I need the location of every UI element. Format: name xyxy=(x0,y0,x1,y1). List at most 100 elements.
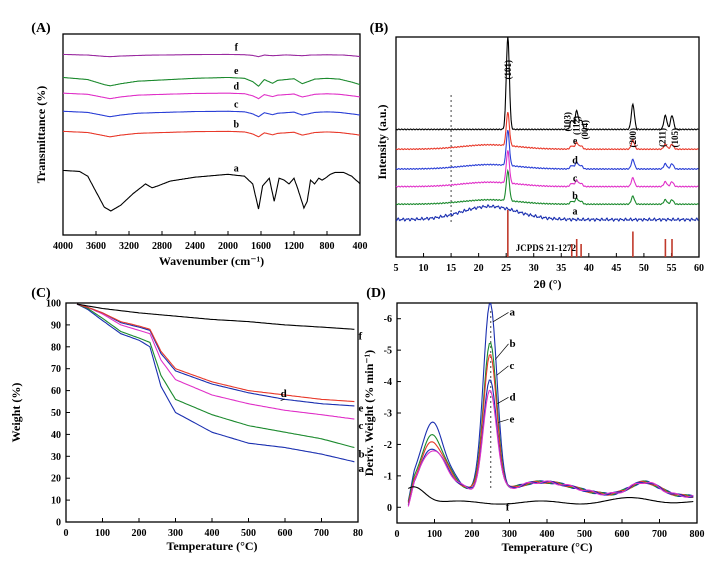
panel-c-series-e xyxy=(76,303,355,403)
panel-d-series-label-e: e xyxy=(510,413,515,425)
panel-b-series-label-c: c xyxy=(573,173,578,184)
panel-c-x-tick-label: 300 xyxy=(168,528,183,539)
panel-b-x-tick-label: 60 xyxy=(694,263,704,274)
panel-d-label-pointer-d xyxy=(497,396,509,404)
panel-a-series-c xyxy=(62,110,361,118)
panel-d-y-tick-label: -5 xyxy=(384,346,392,357)
panel-c-y-tick-label: 80 xyxy=(51,342,61,353)
panel-d-x-tick-label: 0 xyxy=(395,529,400,540)
panel-c-series-d xyxy=(76,303,355,407)
panel-b-peak-label: (211) xyxy=(657,128,667,147)
panel-c-series-label-c: c xyxy=(359,420,364,432)
panel-b-series-d xyxy=(395,129,699,171)
panel-d-y-tick-label: -2 xyxy=(384,440,392,451)
panel-d-y-tick-label: -3 xyxy=(384,409,392,420)
panel-a-series-label-e: e xyxy=(234,66,239,77)
panel-d-series-label-d: d xyxy=(510,391,516,403)
panel-b-peak-label: (200) xyxy=(628,128,638,148)
panel-c-y-tick-label: 10 xyxy=(51,496,61,507)
panel-c-y-axis-label: Weight (%) xyxy=(9,383,23,443)
panel-c-x-tick-label: 700 xyxy=(314,528,329,539)
panel-a-x-tick-label: 2800 xyxy=(152,241,172,252)
panel-b-series-b xyxy=(395,168,699,206)
panel-a-x-tick-label: 2000 xyxy=(218,241,238,252)
panel-d-x-tick-label: 300 xyxy=(502,529,517,540)
panel-d-series-label-a: a xyxy=(510,306,516,318)
panel-c-frame xyxy=(65,302,359,523)
panel-c-label: (C) xyxy=(31,286,51,301)
panel-b-series-label-a: a xyxy=(573,206,578,217)
panel-c-series-label-e: e xyxy=(359,403,364,415)
panel-d-series-d xyxy=(407,379,694,506)
panel-d-x-tick-label: 100 xyxy=(427,529,442,540)
panel-a-series-b xyxy=(62,130,361,138)
panel-b-series-label-e: e xyxy=(573,136,578,147)
panel-d-series-e xyxy=(407,389,694,507)
panel-a-x-tick-label: 1600 xyxy=(251,241,271,252)
panel-c-x-tick-label: 0 xyxy=(64,528,69,539)
panel-d-series-label-b: b xyxy=(510,338,516,350)
panel-c-annotation: d xyxy=(281,388,287,400)
panel-a-y-axis-label: Transmittance (%) xyxy=(34,86,48,183)
panel-b-peak-label: (101) xyxy=(503,60,513,80)
panel-c-y-tick-label: 90 xyxy=(51,320,61,331)
panel-d-x-tick-label: 200 xyxy=(465,529,480,540)
panel-d-label-pointer-b xyxy=(494,343,509,360)
panel-b-peak-label: (004) xyxy=(580,120,590,140)
panel-a-x-tick-label: 2400 xyxy=(185,241,205,252)
panel-d-y-tick-label: -4 xyxy=(384,377,392,388)
panel-d-y-axis-label: Deriv. Weight (% min⁻¹) xyxy=(362,350,376,476)
panel-a-x-tick-label: 3600 xyxy=(86,241,106,252)
panel-b-peak-label: (103) xyxy=(563,112,573,132)
panel-c-x-tick-label: 200 xyxy=(132,528,147,539)
panel-a-series-f xyxy=(63,53,361,58)
panel-d-x-tick-label: 800 xyxy=(690,529,705,540)
panel-c-x-tick-label: 600 xyxy=(278,528,293,539)
panel-b-series-f xyxy=(395,36,699,131)
panel-d-series-label-f: f xyxy=(506,501,510,513)
panel-a-x-tick-label: 1200 xyxy=(284,241,304,252)
panel-c-y-tick-label: 60 xyxy=(51,386,61,397)
panel-d-series-label-c: c xyxy=(510,360,515,372)
panel-c-series-b xyxy=(76,303,355,449)
panel-a-x-tick-label: 4000 xyxy=(53,241,73,252)
panel-d-label-pointer-a xyxy=(492,312,509,323)
panel-b-frame xyxy=(395,36,700,258)
panel-b-x-tick-label: 5 xyxy=(394,263,399,274)
panel-a-series-a xyxy=(62,169,361,212)
panel-d-label-pointer-e xyxy=(498,418,509,423)
panel-b-x-tick-label: 45 xyxy=(611,263,621,274)
panel-d-frame xyxy=(396,302,698,524)
panel-c-x-axis-label: Temperature (°C) xyxy=(166,539,257,553)
panel-d-x-tick-label: 700 xyxy=(652,529,667,540)
panel-c-series-a xyxy=(76,303,355,463)
panel-a-series-d xyxy=(63,92,361,100)
panel-c-y-tick-label: 40 xyxy=(51,430,61,441)
panel-a-x-axis-label: Wavenumber (cm⁻¹) xyxy=(159,254,264,268)
panel-b-series-e xyxy=(395,111,699,151)
panel-b-x-tick-label: 30 xyxy=(529,263,539,274)
panel-d-y-tick-label: -6 xyxy=(384,314,392,325)
panel-c-x-tick-label: 400 xyxy=(205,528,220,539)
panel-b-reference-label: JCPDS 21-1272 xyxy=(516,243,577,253)
panel-b-x-tick-label: 10 xyxy=(419,263,429,274)
panel-b-series-a xyxy=(395,204,699,222)
panel-b-x-tick-label: 15 xyxy=(446,263,456,274)
panel-a-series-label-a: a xyxy=(234,163,239,174)
panel-a-label: (A) xyxy=(31,21,51,36)
panel-d-x-tick-label: 500 xyxy=(577,529,592,540)
panel-c-annotation-pointer xyxy=(280,398,285,401)
panel-d-x-tick-label: 600 xyxy=(615,529,630,540)
panel-d-x-axis-label: Temperature (°C) xyxy=(501,540,592,554)
panel-d-x-tick-label: 400 xyxy=(540,529,555,540)
panel-c-series-f xyxy=(76,303,355,330)
panel-c-series-label-a: a xyxy=(359,463,365,475)
panel-c-x-tick-label: 500 xyxy=(241,528,256,539)
panel-b-x-tick-label: 20 xyxy=(474,263,484,274)
panel-c-y-tick-label: 100 xyxy=(46,299,61,310)
panel-d-label: (D) xyxy=(366,286,386,301)
panel-c-y-tick-label: 30 xyxy=(51,452,61,463)
panel-a-series-label-c: c xyxy=(234,100,239,111)
panel-d-y-tick-label: 0 xyxy=(387,503,392,514)
